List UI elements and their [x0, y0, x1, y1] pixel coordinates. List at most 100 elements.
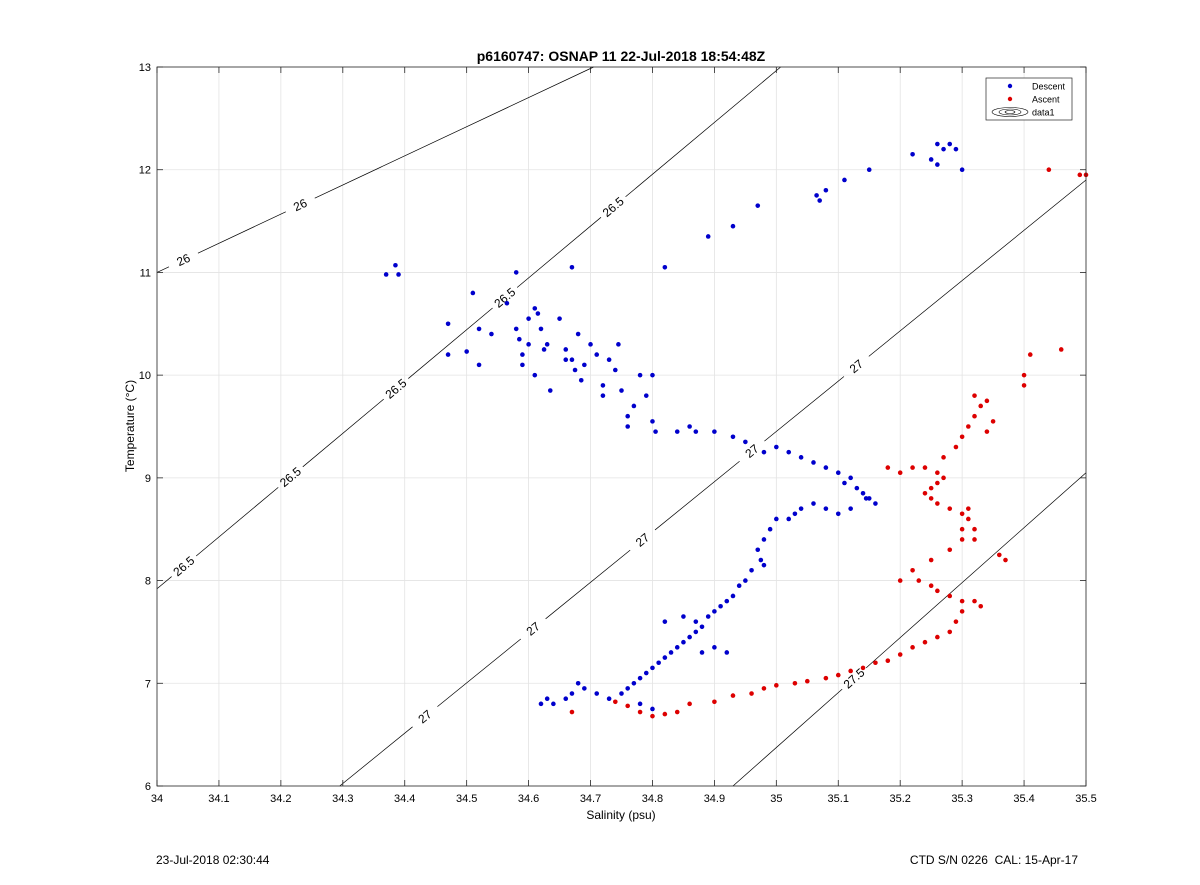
legend-ascent-marker [1007, 96, 1013, 102]
ascent-point [947, 629, 953, 635]
series-descent [383, 141, 965, 712]
density-contour-line [865, 472, 1087, 669]
plot-frame [156, 66, 1087, 787]
descent-point [817, 198, 822, 203]
plot-area [157, 67, 1086, 786]
descent-point [712, 429, 717, 434]
descent-point [445, 321, 451, 327]
x-tick-label: 34.6 [518, 793, 539, 805]
descent-point [761, 449, 767, 455]
descent-point [619, 388, 624, 393]
descent-point [758, 557, 764, 563]
descent-point [953, 146, 959, 152]
ascent-point [662, 711, 668, 717]
density-contour-line [197, 211, 286, 254]
descent-point [712, 609, 717, 614]
y-tick-label: 8 [145, 576, 151, 588]
descent-point [811, 501, 816, 506]
density-contour-line [339, 726, 413, 787]
descent-point [730, 593, 736, 599]
descent-point [873, 501, 878, 506]
ascent-point [996, 552, 1002, 558]
series-ascent [569, 167, 1089, 719]
descent-point [928, 157, 934, 162]
density-contour-line [516, 217, 602, 288]
descent-point [625, 686, 630, 691]
density-contour-line [156, 576, 172, 590]
x-tick-label: 34.7 [580, 793, 601, 805]
descent-point [693, 429, 699, 434]
descent-point [736, 583, 742, 589]
ascent-point [972, 526, 977, 532]
descent-point [650, 665, 655, 671]
ascent-point [873, 660, 878, 666]
descent-point [866, 496, 872, 501]
descent-point [575, 331, 581, 337]
descent-point [842, 177, 847, 183]
density-contour-line [545, 549, 631, 620]
ascent-point [941, 455, 946, 460]
ascent-point [922, 639, 928, 645]
x-tick-label: 34.5 [456, 793, 477, 805]
x-tick-label: 35.5 [1075, 793, 1096, 805]
ascent-point [1021, 383, 1027, 388]
descent-point [544, 696, 550, 701]
descent-point [724, 650, 730, 655]
descent-point [687, 634, 692, 640]
ascent-point [637, 709, 643, 715]
x-axis-label: Salinity (psu) [586, 808, 655, 822]
ascent-point [935, 470, 940, 476]
descent-point [547, 388, 553, 393]
ascent-point [1077, 172, 1083, 178]
y-tick-label: 7 [145, 678, 151, 690]
descent-point [749, 568, 754, 573]
descent-point [823, 187, 829, 193]
ascent-point [625, 703, 630, 709]
ascent-point [922, 490, 928, 496]
descent-point [594, 691, 600, 696]
descent-point [835, 470, 841, 476]
y-tick-label: 11 [140, 267, 151, 279]
descent-point [616, 342, 621, 347]
ascent-point [885, 658, 891, 663]
ascent-point [916, 578, 922, 583]
descent-point [643, 670, 649, 676]
descent-point [631, 680, 637, 686]
descent-point [538, 701, 544, 707]
y-tick-label: 12 [139, 165, 151, 177]
density-contour-line [156, 266, 170, 273]
descent-point [693, 619, 699, 624]
descent-point [718, 603, 723, 609]
descent-point [538, 326, 544, 332]
ascent-point [761, 686, 767, 691]
descent-point [866, 167, 872, 173]
ascent-point [959, 526, 965, 532]
x-tick-label: 34.3 [332, 793, 353, 805]
x-tick-label: 35.4 [1013, 793, 1034, 805]
descent-point [662, 264, 668, 270]
legend-descent-marker [1007, 83, 1013, 89]
ascent-point [835, 672, 841, 678]
descent-point [705, 234, 711, 239]
ascent-point [792, 680, 798, 686]
descent-point [650, 372, 655, 378]
descent-point [513, 270, 519, 275]
descent-point [578, 377, 584, 383]
descent-point [637, 701, 643, 707]
descent-point [637, 675, 643, 681]
ascent-point [947, 547, 953, 553]
data-series [383, 141, 1089, 719]
descent-point [786, 516, 792, 522]
descent-point [517, 336, 522, 342]
descent-point [653, 429, 658, 434]
descent-point [792, 511, 798, 517]
ascent-point [910, 465, 915, 470]
footer-timestamp: 23-Jul-2018 02:30:44 [156, 853, 270, 867]
descent-point [699, 624, 705, 630]
ascent-point [687, 701, 692, 707]
descent-point [563, 347, 569, 352]
ascent-point [959, 598, 965, 604]
descent-point [687, 424, 692, 429]
descent-point [532, 306, 538, 311]
descent-point [476, 326, 482, 332]
